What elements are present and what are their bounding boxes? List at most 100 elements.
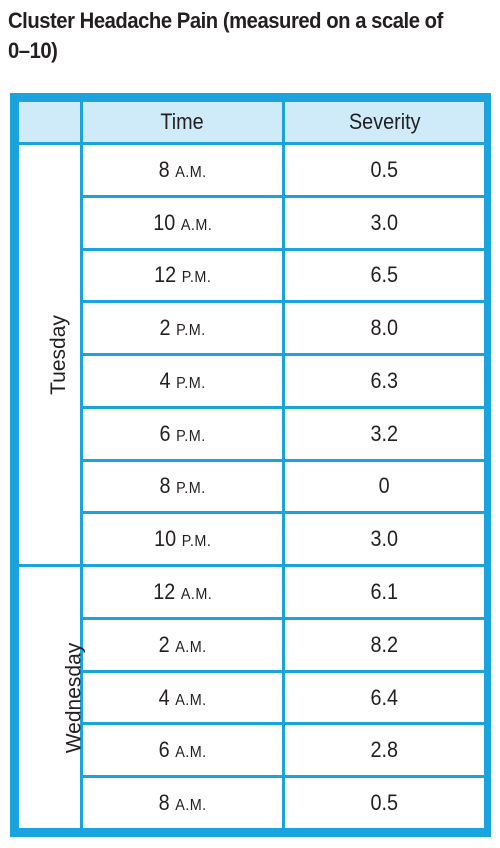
time-period: A.M. — [175, 797, 207, 815]
severity-value: 6.4 — [370, 684, 399, 710]
day-label: Tuesday — [46, 314, 70, 395]
severity-value: 6.1 — [370, 579, 399, 604]
severity-cell: 8.2 — [285, 619, 484, 670]
severity-value: 3.0 — [370, 526, 399, 552]
time-cell: 2 P.M. — [83, 303, 282, 354]
time-hour: 6 — [158, 737, 170, 763]
time-hour: 2 — [159, 315, 171, 341]
table-row: 12 P.M. 6.5 — [19, 250, 484, 301]
table-title: Cluster Headache Pain (measured on a sca… — [8, 8, 443, 63]
severity-cell: 6.1 — [285, 567, 484, 617]
time-text: 12 A.M. — [153, 579, 212, 605]
time-text: 2 P.M. — [159, 315, 205, 341]
severity-cell: 3.0 — [285, 514, 484, 565]
time-cell: 12 P.M. — [83, 250, 282, 301]
time-period: A.M. — [180, 216, 212, 234]
day-label: Wednesday — [62, 642, 86, 753]
time-text: 10 P.M. — [154, 526, 211, 552]
time-cell: 10 A.M. — [83, 197, 282, 248]
column-header-severity: Severity — [285, 102, 484, 142]
table-row: 4 P.M. 6.3 — [19, 356, 484, 406]
table-row: 8 P.M. 0 — [19, 461, 484, 512]
severity-cell: 3.2 — [285, 408, 484, 459]
time-text: 4 P.M. — [159, 368, 205, 394]
corner-cell — [19, 102, 80, 142]
time-cell: 4 A.M. — [83, 672, 282, 723]
time-text: 10 A.M. — [153, 210, 212, 236]
severity-value: 3.0 — [370, 209, 399, 235]
time-hour: 12 — [153, 579, 176, 604]
time-cell: 8 A.M. — [83, 778, 282, 828]
table-row: 4 A.M. 6.4 — [19, 672, 484, 723]
time-hour: 8 — [159, 473, 171, 499]
time-cell: 10 P.M. — [83, 514, 282, 565]
time-period: P.M. — [181, 269, 212, 287]
time-period: A.M. — [175, 163, 207, 181]
table-row: 2 P.M. 8.0 — [19, 303, 484, 354]
table-row: Tuesday 8 A.M. 0.5 — [19, 145, 484, 565]
severity-value: 8.0 — [370, 315, 399, 341]
table-frame: Time Severity Tuesday 8 A.M. 0.5 10 A.M. 3.0… — [10, 93, 491, 837]
time-period: P.M. — [175, 374, 206, 392]
time-text: 8 A.M. — [159, 790, 207, 816]
time-hour: 2 — [158, 631, 170, 657]
headache-table: Time Severity Tuesday 8 A.M. 0.5 10 A.M. 3.0… — [16, 99, 487, 831]
severity-value: 8.2 — [370, 631, 399, 657]
column-header-time-label: Time — [160, 109, 205, 134]
time-period: A.M. — [175, 638, 207, 656]
time-cell: 8 P.M. — [83, 461, 282, 512]
column-header-severity-label: Severity — [348, 109, 421, 134]
severity-value: 0.5 — [370, 156, 399, 182]
time-text: 6 A.M. — [159, 737, 207, 763]
table-row: 10 A.M. 3.0 — [19, 197, 484, 248]
time-period: P.M. — [175, 322, 206, 340]
time-hour: 12 — [153, 262, 176, 288]
time-cell: 8 A.M. — [83, 145, 282, 195]
time-period: A.M. — [175, 744, 207, 762]
table-row: 6 P.M. 3.2 — [19, 408, 484, 459]
time-hour: 10 — [153, 209, 176, 235]
time-text: 2 A.M. — [159, 632, 207, 658]
time-period: P.M. — [175, 427, 206, 445]
time-hour: 6 — [159, 420, 171, 446]
time-cell: 12 A.M. — [83, 567, 282, 617]
time-hour: 8 — [158, 790, 170, 816]
severity-cell: 6.4 — [285, 672, 484, 723]
severity-cell: 0 — [285, 461, 484, 512]
severity-cell: 0.5 — [285, 778, 484, 828]
day-cell: Wednesday — [19, 567, 85, 828]
time-period: A.M. — [180, 586, 212, 603]
time-text: 8 A.M. — [159, 157, 207, 183]
severity-value: 0 — [378, 473, 391, 499]
table-row: 2 A.M. 8.2 — [19, 619, 484, 670]
time-cell: 6 A.M. — [83, 725, 282, 776]
day-cell: Tuesday — [19, 145, 80, 565]
time-hour: 4 — [158, 684, 170, 710]
severity-value: 2.8 — [370, 737, 399, 763]
table-row: Wednesday 12 A.M. 6.1 — [19, 567, 484, 828]
table-row: 8 A.M. 0.5 — [19, 778, 484, 828]
table-body: Tuesday 8 A.M. 0.5 10 A.M. 3.0 12 P.M. 6.5 2 P.… — [19, 145, 484, 828]
severity-cell: 6.3 — [285, 356, 484, 406]
severity-cell: 8.0 — [285, 303, 484, 354]
severity-cell: 6.5 — [285, 250, 484, 301]
column-header-time: Time — [83, 102, 282, 142]
time-text: 6 P.M. — [159, 421, 205, 447]
time-hour: 4 — [159, 367, 171, 393]
time-cell: 2 A.M. — [83, 619, 282, 670]
time-text: 12 P.M. — [154, 262, 211, 288]
time-text: 4 A.M. — [159, 685, 207, 711]
severity-cell: 0.5 — [285, 145, 484, 195]
severity-cell: 3.0 — [285, 197, 484, 248]
time-hour: 8 — [158, 156, 170, 182]
time-period: A.M. — [175, 691, 207, 709]
time-hour: 10 — [153, 526, 176, 552]
severity-value: 6.3 — [370, 367, 399, 393]
time-text: 8 P.M. — [159, 473, 205, 499]
severity-cell: 2.8 — [285, 725, 484, 776]
severity-value: 6.5 — [370, 262, 399, 288]
time-cell: 4 P.M. — [83, 356, 282, 406]
time-period: P.M. — [175, 480, 206, 498]
severity-value: 0.5 — [370, 790, 399, 816]
header-row: Time Severity — [19, 102, 484, 142]
